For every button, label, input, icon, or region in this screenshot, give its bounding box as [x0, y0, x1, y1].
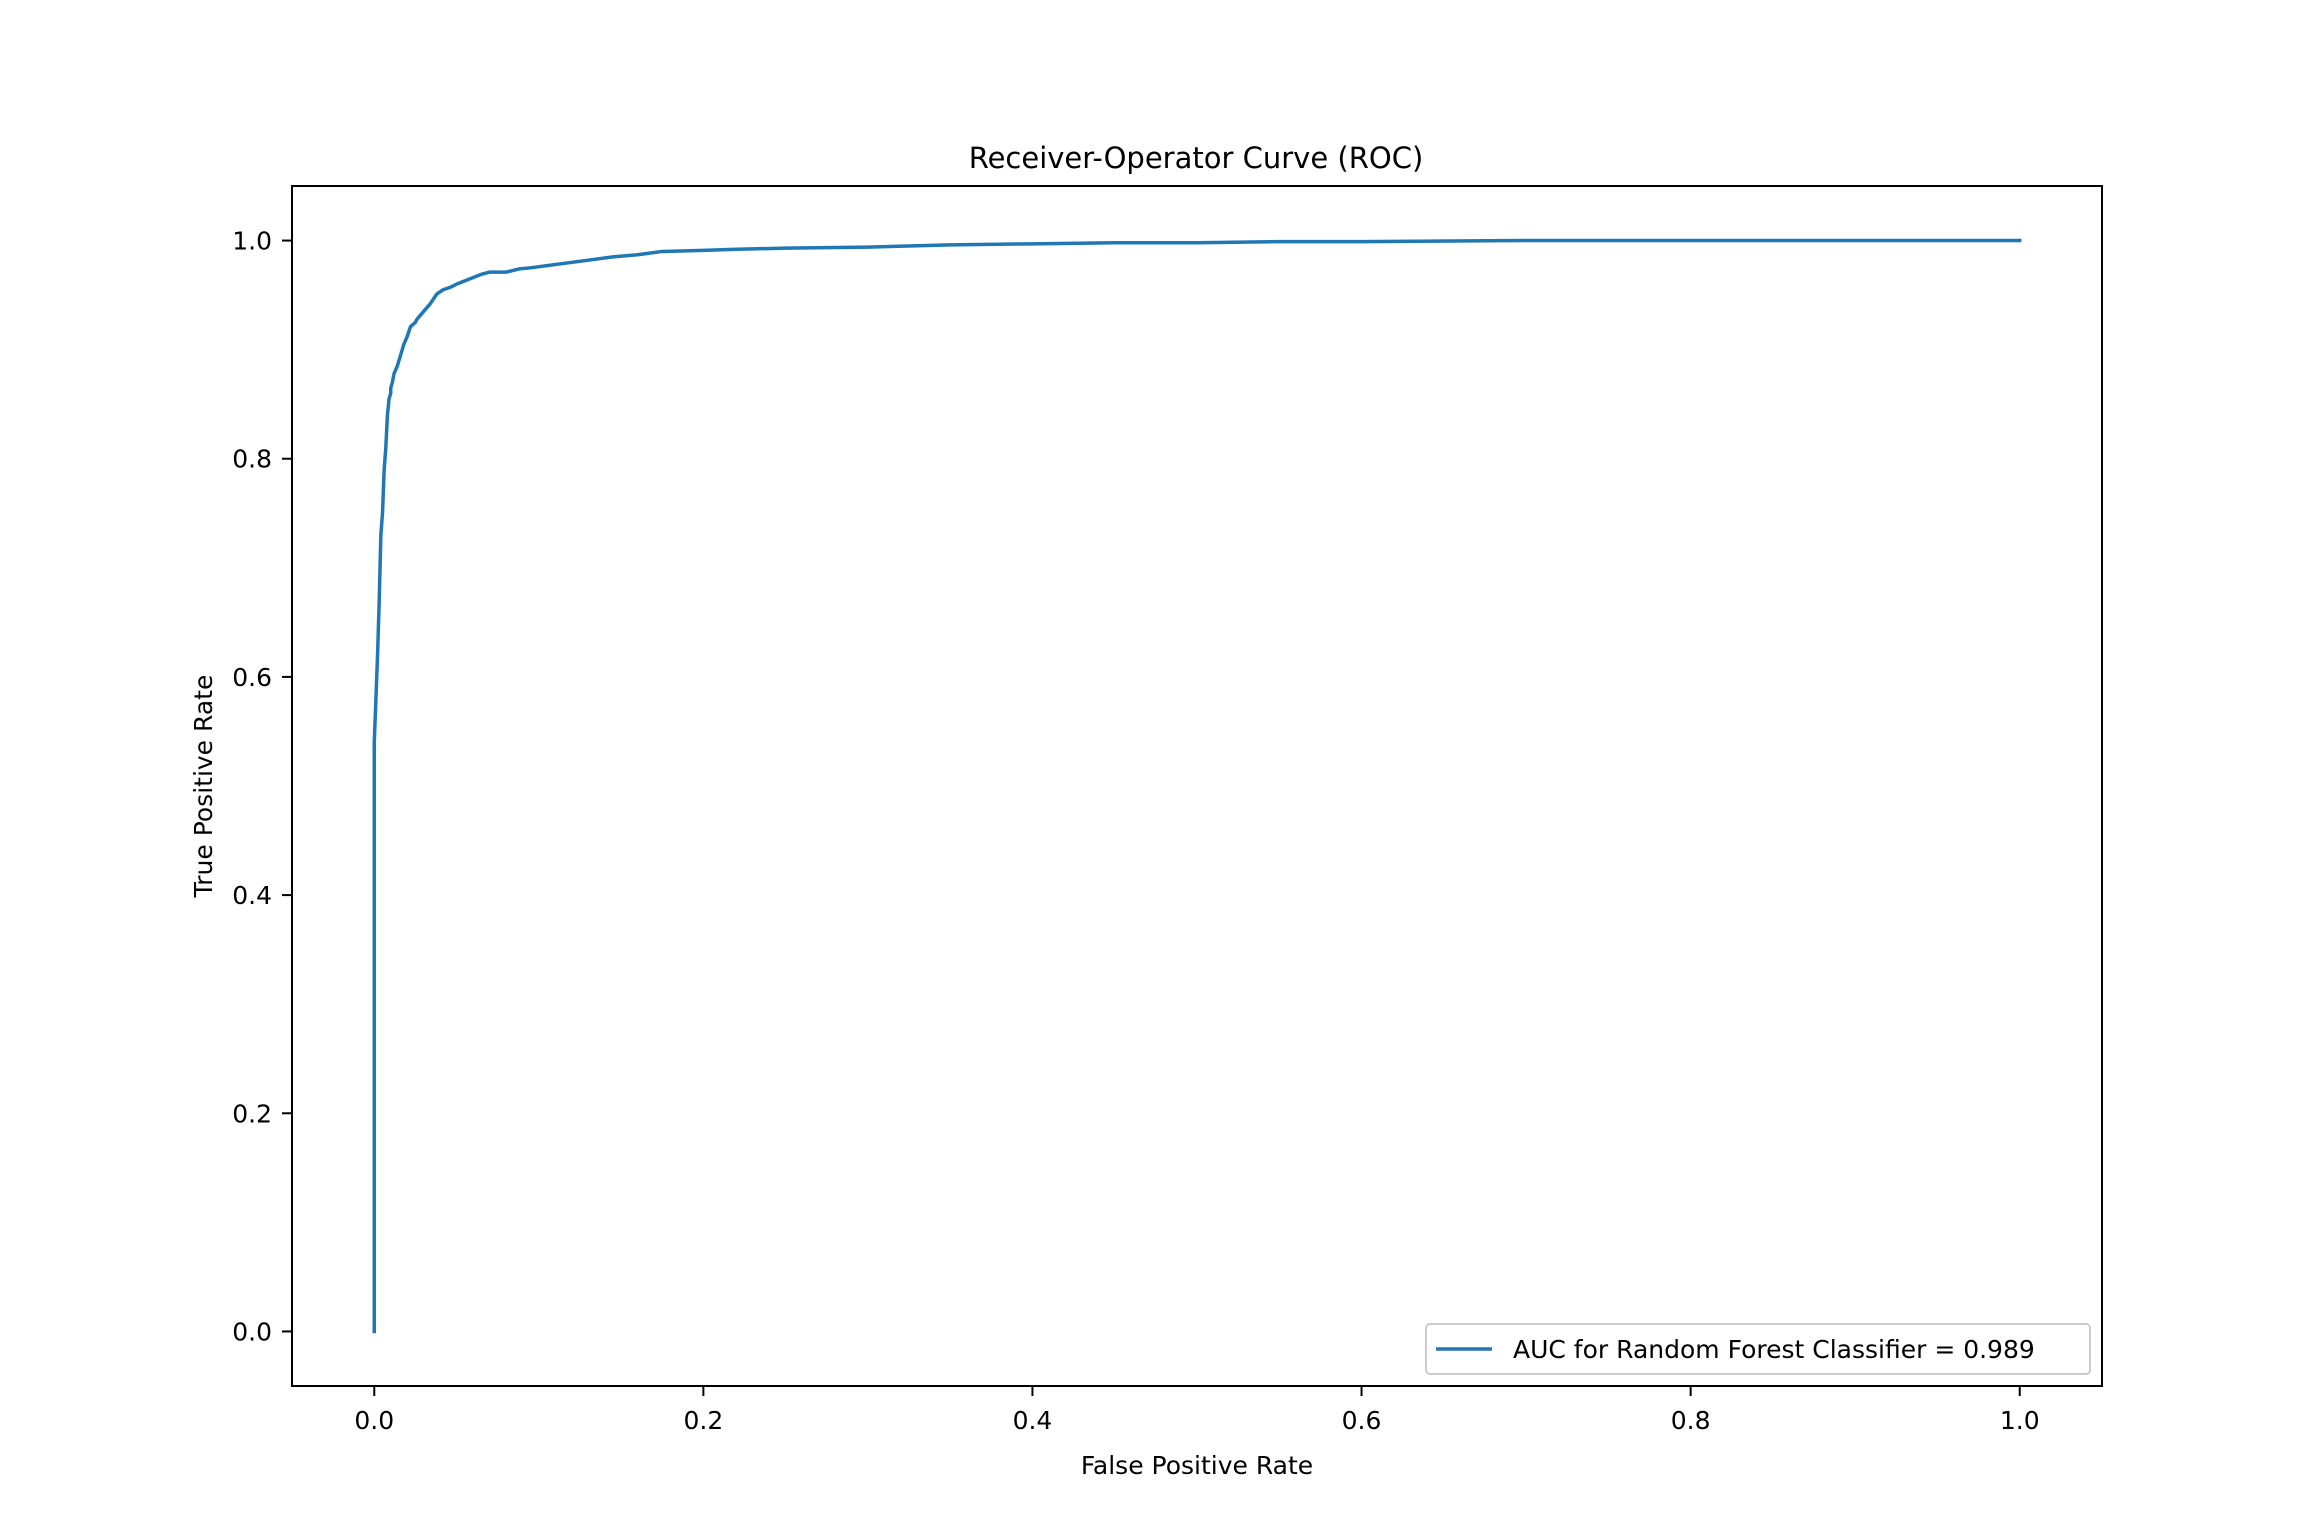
y-axis-label: True Positive Rate — [189, 675, 218, 899]
legend-label: AUC for Random Forest Classifier = 0.989 — [1513, 1335, 2035, 1364]
y-tick-label: 0.0 — [232, 1317, 272, 1346]
x-tick-label: 0.8 — [1671, 1406, 1711, 1435]
x-axis-label: False Positive Rate — [1081, 1451, 1313, 1480]
x-tick-label: 0.2 — [683, 1406, 723, 1435]
y-tick-label: 0.4 — [232, 881, 272, 910]
y-tick-label: 1.0 — [232, 227, 272, 256]
legend-box — [1425, 1323, 2091, 1375]
axes-frame — [291, 185, 2103, 1387]
y-tick-label: 0.6 — [232, 663, 272, 692]
x-tick-label: 0.4 — [1013, 1406, 1053, 1435]
roc-curve-line — [372, 238, 2022, 1334]
x-tick-label: 1.0 — [2000, 1406, 2040, 1435]
ticks-layer: 0.0 0.2 0.4 0.6 0.8 1.0 0.0 0.2 0.4 0.6 0.8 1.0 — [232, 227, 2039, 1435]
x-tick-label: 0.6 — [1342, 1406, 1382, 1435]
y-tick-label: 0.8 — [232, 445, 272, 474]
x-tick-label: 0.0 — [354, 1406, 394, 1435]
legend: AUC for Random Forest Classifier = 0.989 — [1425, 1323, 2091, 1375]
y-tick-label: 0.2 — [232, 1099, 272, 1128]
chart-title: Receiver-Operator Curve (ROC) — [969, 141, 1424, 175]
